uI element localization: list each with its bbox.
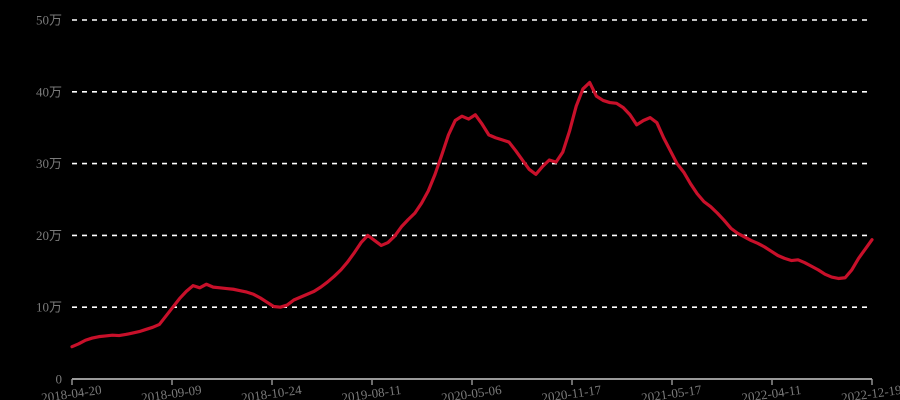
y-axis-tick-label: 0 [56,372,63,387]
x-axis-tick-label: 2022-12-19 [840,382,900,400]
data-series [70,80,874,349]
y-axis-tick-label: 10万 [36,300,62,315]
y-axis-tick-label: 40万 [36,84,62,99]
y-axis-tick-labels: 0 10万 20万 30万 40万 50万 [36,13,62,387]
y-axis-tick-label: 50万 [36,13,62,28]
x-axis [71,378,873,385]
series-line [70,80,874,349]
y-axis-tick-label: 20万 [36,228,62,243]
gridlines [72,19,872,309]
x-axis-tick-labels: 2018-04-20 2018-09-09 2018-10-24 2019-08-11… [40,382,900,400]
y-axis-tick-label: 30万 [36,156,62,171]
